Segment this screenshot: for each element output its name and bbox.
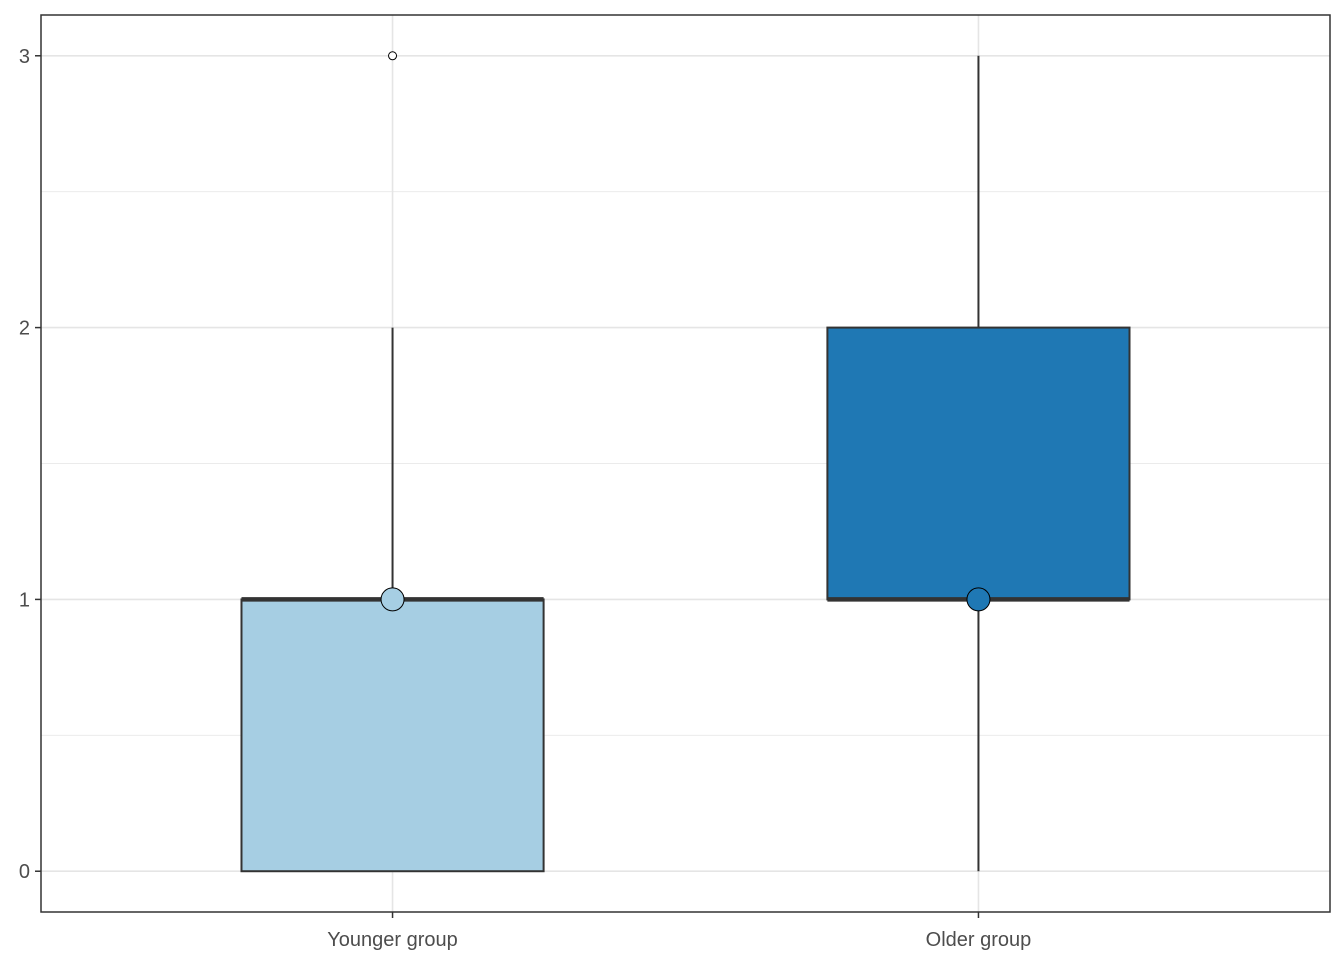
mean-point xyxy=(966,587,991,612)
boxes xyxy=(240,51,1131,873)
panel-border xyxy=(40,14,1331,913)
outlier-point xyxy=(388,51,398,61)
y-tick-label: 2 xyxy=(19,318,30,340)
y-tick-label: 3 xyxy=(19,46,30,68)
x-tick-label: Older group xyxy=(926,929,1032,951)
mean-point xyxy=(380,587,405,612)
y-tick-label: 1 xyxy=(19,589,30,611)
axes: 0 1 2 3 Younger group Older group xyxy=(19,46,1031,951)
grid-lines xyxy=(41,15,1330,912)
y-tick-label: 0 xyxy=(19,861,30,883)
box-body xyxy=(240,598,545,873)
box-body xyxy=(826,326,1131,601)
x-tick-label: Younger group xyxy=(327,929,458,951)
